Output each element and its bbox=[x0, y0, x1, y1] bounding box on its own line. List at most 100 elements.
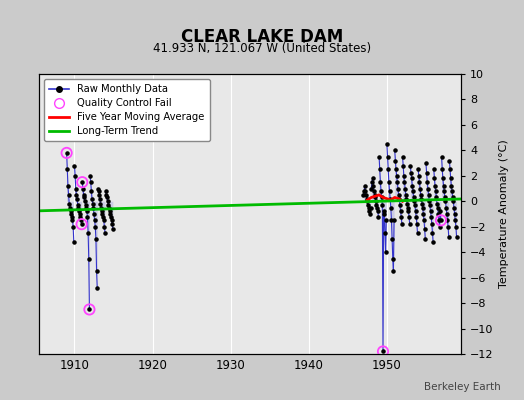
Text: CLEAR LAKE DAM: CLEAR LAKE DAM bbox=[181, 28, 343, 46]
Point bbox=[85, 306, 94, 313]
Point bbox=[93, 285, 102, 291]
Point bbox=[383, 141, 391, 147]
Point bbox=[394, 185, 402, 192]
Point bbox=[390, 147, 399, 154]
Point bbox=[444, 234, 453, 240]
Point bbox=[68, 213, 76, 220]
Point bbox=[99, 213, 107, 220]
Point bbox=[388, 236, 396, 243]
Point bbox=[83, 213, 92, 220]
Point bbox=[403, 201, 411, 207]
Point bbox=[105, 204, 113, 211]
Point bbox=[452, 224, 460, 230]
Point bbox=[396, 208, 405, 215]
Text: Berkeley Earth: Berkeley Earth bbox=[424, 382, 500, 392]
Point bbox=[376, 166, 384, 173]
Point bbox=[70, 162, 79, 169]
Point bbox=[89, 201, 97, 207]
Point bbox=[411, 202, 419, 208]
Point bbox=[416, 185, 424, 192]
Point bbox=[361, 183, 369, 189]
Point bbox=[430, 166, 438, 173]
Point bbox=[84, 230, 92, 236]
Point bbox=[408, 175, 416, 182]
Point bbox=[104, 202, 113, 208]
Point bbox=[377, 194, 386, 201]
Point bbox=[71, 173, 79, 179]
Point bbox=[364, 202, 372, 208]
Point bbox=[97, 208, 106, 215]
Point bbox=[440, 188, 449, 194]
Point bbox=[62, 150, 71, 156]
Point bbox=[362, 192, 370, 198]
Point bbox=[384, 166, 392, 173]
Point bbox=[72, 192, 81, 198]
Point bbox=[365, 204, 373, 211]
Point bbox=[97, 204, 105, 211]
Point bbox=[86, 173, 94, 179]
Point bbox=[368, 179, 376, 185]
Point bbox=[417, 196, 425, 202]
Point bbox=[445, 157, 454, 164]
Point bbox=[419, 211, 428, 217]
Point bbox=[75, 211, 84, 217]
Point bbox=[68, 217, 77, 224]
Point bbox=[411, 208, 420, 215]
Point bbox=[443, 217, 452, 224]
Point bbox=[435, 224, 444, 230]
Point bbox=[423, 179, 431, 185]
Point bbox=[451, 211, 459, 217]
Point bbox=[406, 162, 414, 169]
Point bbox=[87, 188, 95, 194]
Point bbox=[67, 211, 75, 217]
Point bbox=[387, 204, 395, 211]
Point bbox=[399, 162, 407, 169]
Point bbox=[88, 196, 96, 202]
Point bbox=[80, 194, 89, 201]
Point bbox=[98, 211, 106, 217]
Point bbox=[94, 188, 103, 194]
Point bbox=[395, 196, 403, 202]
Point bbox=[389, 268, 398, 274]
Point bbox=[105, 208, 114, 215]
Point bbox=[428, 230, 436, 236]
Point bbox=[81, 202, 90, 208]
Point bbox=[392, 173, 401, 179]
Point bbox=[443, 211, 451, 217]
Point bbox=[452, 234, 461, 240]
Text: 41.933 N, 121.067 W (United States): 41.933 N, 121.067 W (United States) bbox=[153, 42, 371, 55]
Point bbox=[435, 217, 443, 224]
Point bbox=[414, 166, 422, 173]
Point bbox=[366, 211, 374, 217]
Point bbox=[412, 213, 420, 220]
Point bbox=[78, 221, 86, 227]
Point bbox=[360, 188, 368, 194]
Point bbox=[398, 221, 406, 227]
Point bbox=[430, 175, 439, 182]
Point bbox=[100, 224, 108, 230]
Point bbox=[91, 217, 99, 224]
Point bbox=[409, 194, 418, 201]
Point bbox=[403, 204, 412, 211]
Point bbox=[428, 221, 436, 227]
Point bbox=[89, 204, 97, 211]
Y-axis label: Temperature Anomaly (°C): Temperature Anomaly (°C) bbox=[499, 140, 509, 288]
Point bbox=[363, 196, 371, 202]
Point bbox=[78, 221, 86, 227]
Point bbox=[397, 213, 406, 220]
Point bbox=[385, 188, 394, 194]
Point bbox=[387, 217, 396, 224]
Point bbox=[415, 179, 423, 185]
Point bbox=[96, 196, 104, 202]
Point bbox=[72, 185, 80, 192]
Point bbox=[395, 192, 403, 198]
Point bbox=[420, 226, 429, 232]
Point bbox=[434, 211, 443, 217]
Point bbox=[439, 175, 447, 182]
Point bbox=[62, 150, 71, 156]
Point bbox=[379, 348, 387, 355]
Point bbox=[444, 224, 452, 230]
Point bbox=[425, 198, 433, 204]
Point bbox=[64, 192, 73, 198]
Point bbox=[78, 179, 86, 185]
